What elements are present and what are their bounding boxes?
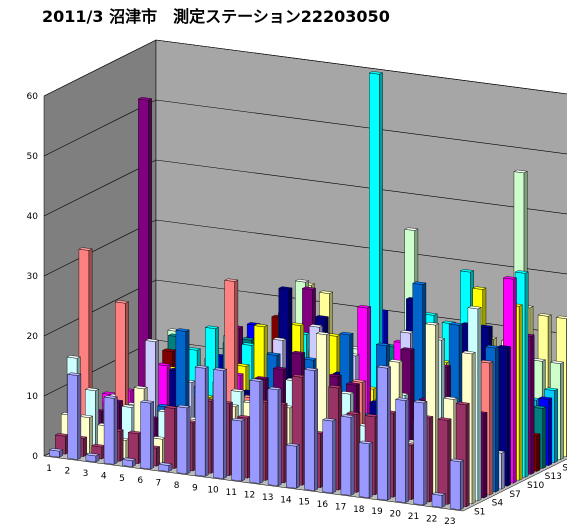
bar-13-series-1 [267,386,282,487]
bar-18-series-1 [358,440,374,499]
bar-21-series-1 [413,399,428,506]
x-tick-label: 17 [335,502,346,512]
series-axis-label: S4 [492,499,504,509]
bar-4-series-1 [103,395,119,465]
y-tick-label: 10 [27,392,39,402]
gridline [43,159,567,217]
bar-1-series-1 [48,448,64,458]
bar-14-series-1 [285,443,301,489]
bar-7-series-1 [158,462,173,472]
y-tick-label: 20 [27,332,39,342]
bar-8-series-1 [176,404,191,475]
x-tick-label: 14 [280,495,292,505]
y-tick-label: 40 [27,212,39,222]
x-tick-label: 3 [83,469,89,479]
bar-17-series-1 [340,414,355,496]
x-tick-label: 11 [226,488,237,498]
gridline [43,39,567,97]
y-tick-label: 0 [32,452,38,462]
y-tick-label: 60 [27,92,39,102]
x-tick-label: 4 [101,471,107,481]
gridline [43,99,567,157]
bar-5-series-1 [121,457,137,468]
x-tick-label: 5 [119,474,125,484]
x-tick-label: 15 [298,498,309,508]
x-tick-label: 12 [244,491,255,501]
y-tick-label: 50 [27,152,39,162]
series-axis-label: S10 [527,481,544,491]
series-axis-label: S1 [474,508,485,518]
bar-20-series-1 [394,397,410,503]
x-tick-label: 18 [353,505,365,515]
bar-12-series-1 [249,378,264,484]
series-axis-label: S16 [562,463,567,473]
x-tick-label: 10 [207,486,219,496]
x-tick-label: 8 [174,481,180,491]
bar-7-series-2 [163,405,179,469]
chart-title: 2011/3 沼津市 測定ステーション22203050 [42,7,390,26]
bar-9-series-1 [194,365,210,477]
x-tick-label: 7 [156,479,162,489]
bar-2-series-1 [66,372,82,460]
x-tick-label: 9 [192,483,198,493]
x-tick-label: 23 [444,517,455,527]
x-tick-label: 13 [262,493,273,503]
bar-3-series-1 [85,452,100,463]
bar-10-series-1 [212,367,228,480]
x-tick-label: 22 [426,514,437,524]
bar-11-series-1 [230,417,246,482]
bar-23-series-1 [449,458,465,511]
bar-15-series-1 [303,367,319,491]
x-tick-label: 16 [317,500,329,510]
x-tick-label: 20 [390,510,402,520]
y-tick-label: 30 [27,272,39,282]
bar-16-series-1 [322,417,337,494]
x-tick-label: 2 [64,467,70,477]
x-tick-label: 1 [46,464,52,474]
x-tick-label: 6 [137,476,143,486]
x-tick-label: 19 [371,507,383,517]
bar-22-series-2 [437,417,452,505]
bar-6-series-1 [139,400,155,470]
x-tick-label: 21 [408,512,419,522]
bar-19-series-1 [376,365,392,501]
series-axis-label: S13 [545,472,562,482]
bar-22-series-1 [431,492,446,508]
series-axis-label: S7 [509,490,520,500]
